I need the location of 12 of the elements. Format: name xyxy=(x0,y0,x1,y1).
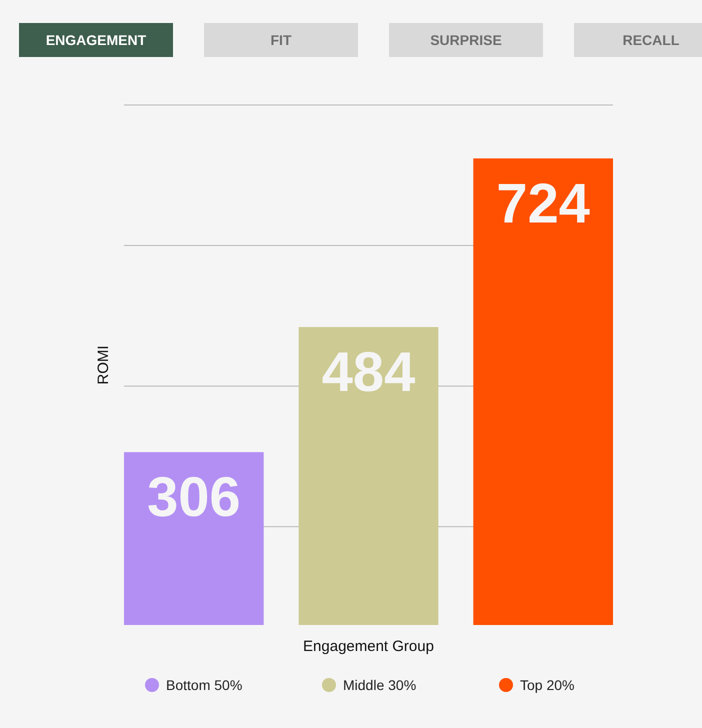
legend-label: Top 20% xyxy=(520,677,574,693)
data-label: 724 xyxy=(496,171,590,234)
legend-label: Middle 30% xyxy=(343,677,416,693)
tab-button: RECALL xyxy=(574,23,702,57)
data-label: 306 xyxy=(147,465,241,528)
tab-button: SURPRISE xyxy=(389,23,543,57)
tab-button: ENGAGEMENT xyxy=(19,23,173,57)
x-axis-title: Engagement Group xyxy=(303,638,434,655)
data-label: 484 xyxy=(322,340,416,404)
y-axis-title: ROMI xyxy=(95,345,112,385)
legend-label: Bottom 50% xyxy=(166,677,242,693)
tab-button: FIT xyxy=(204,23,358,57)
